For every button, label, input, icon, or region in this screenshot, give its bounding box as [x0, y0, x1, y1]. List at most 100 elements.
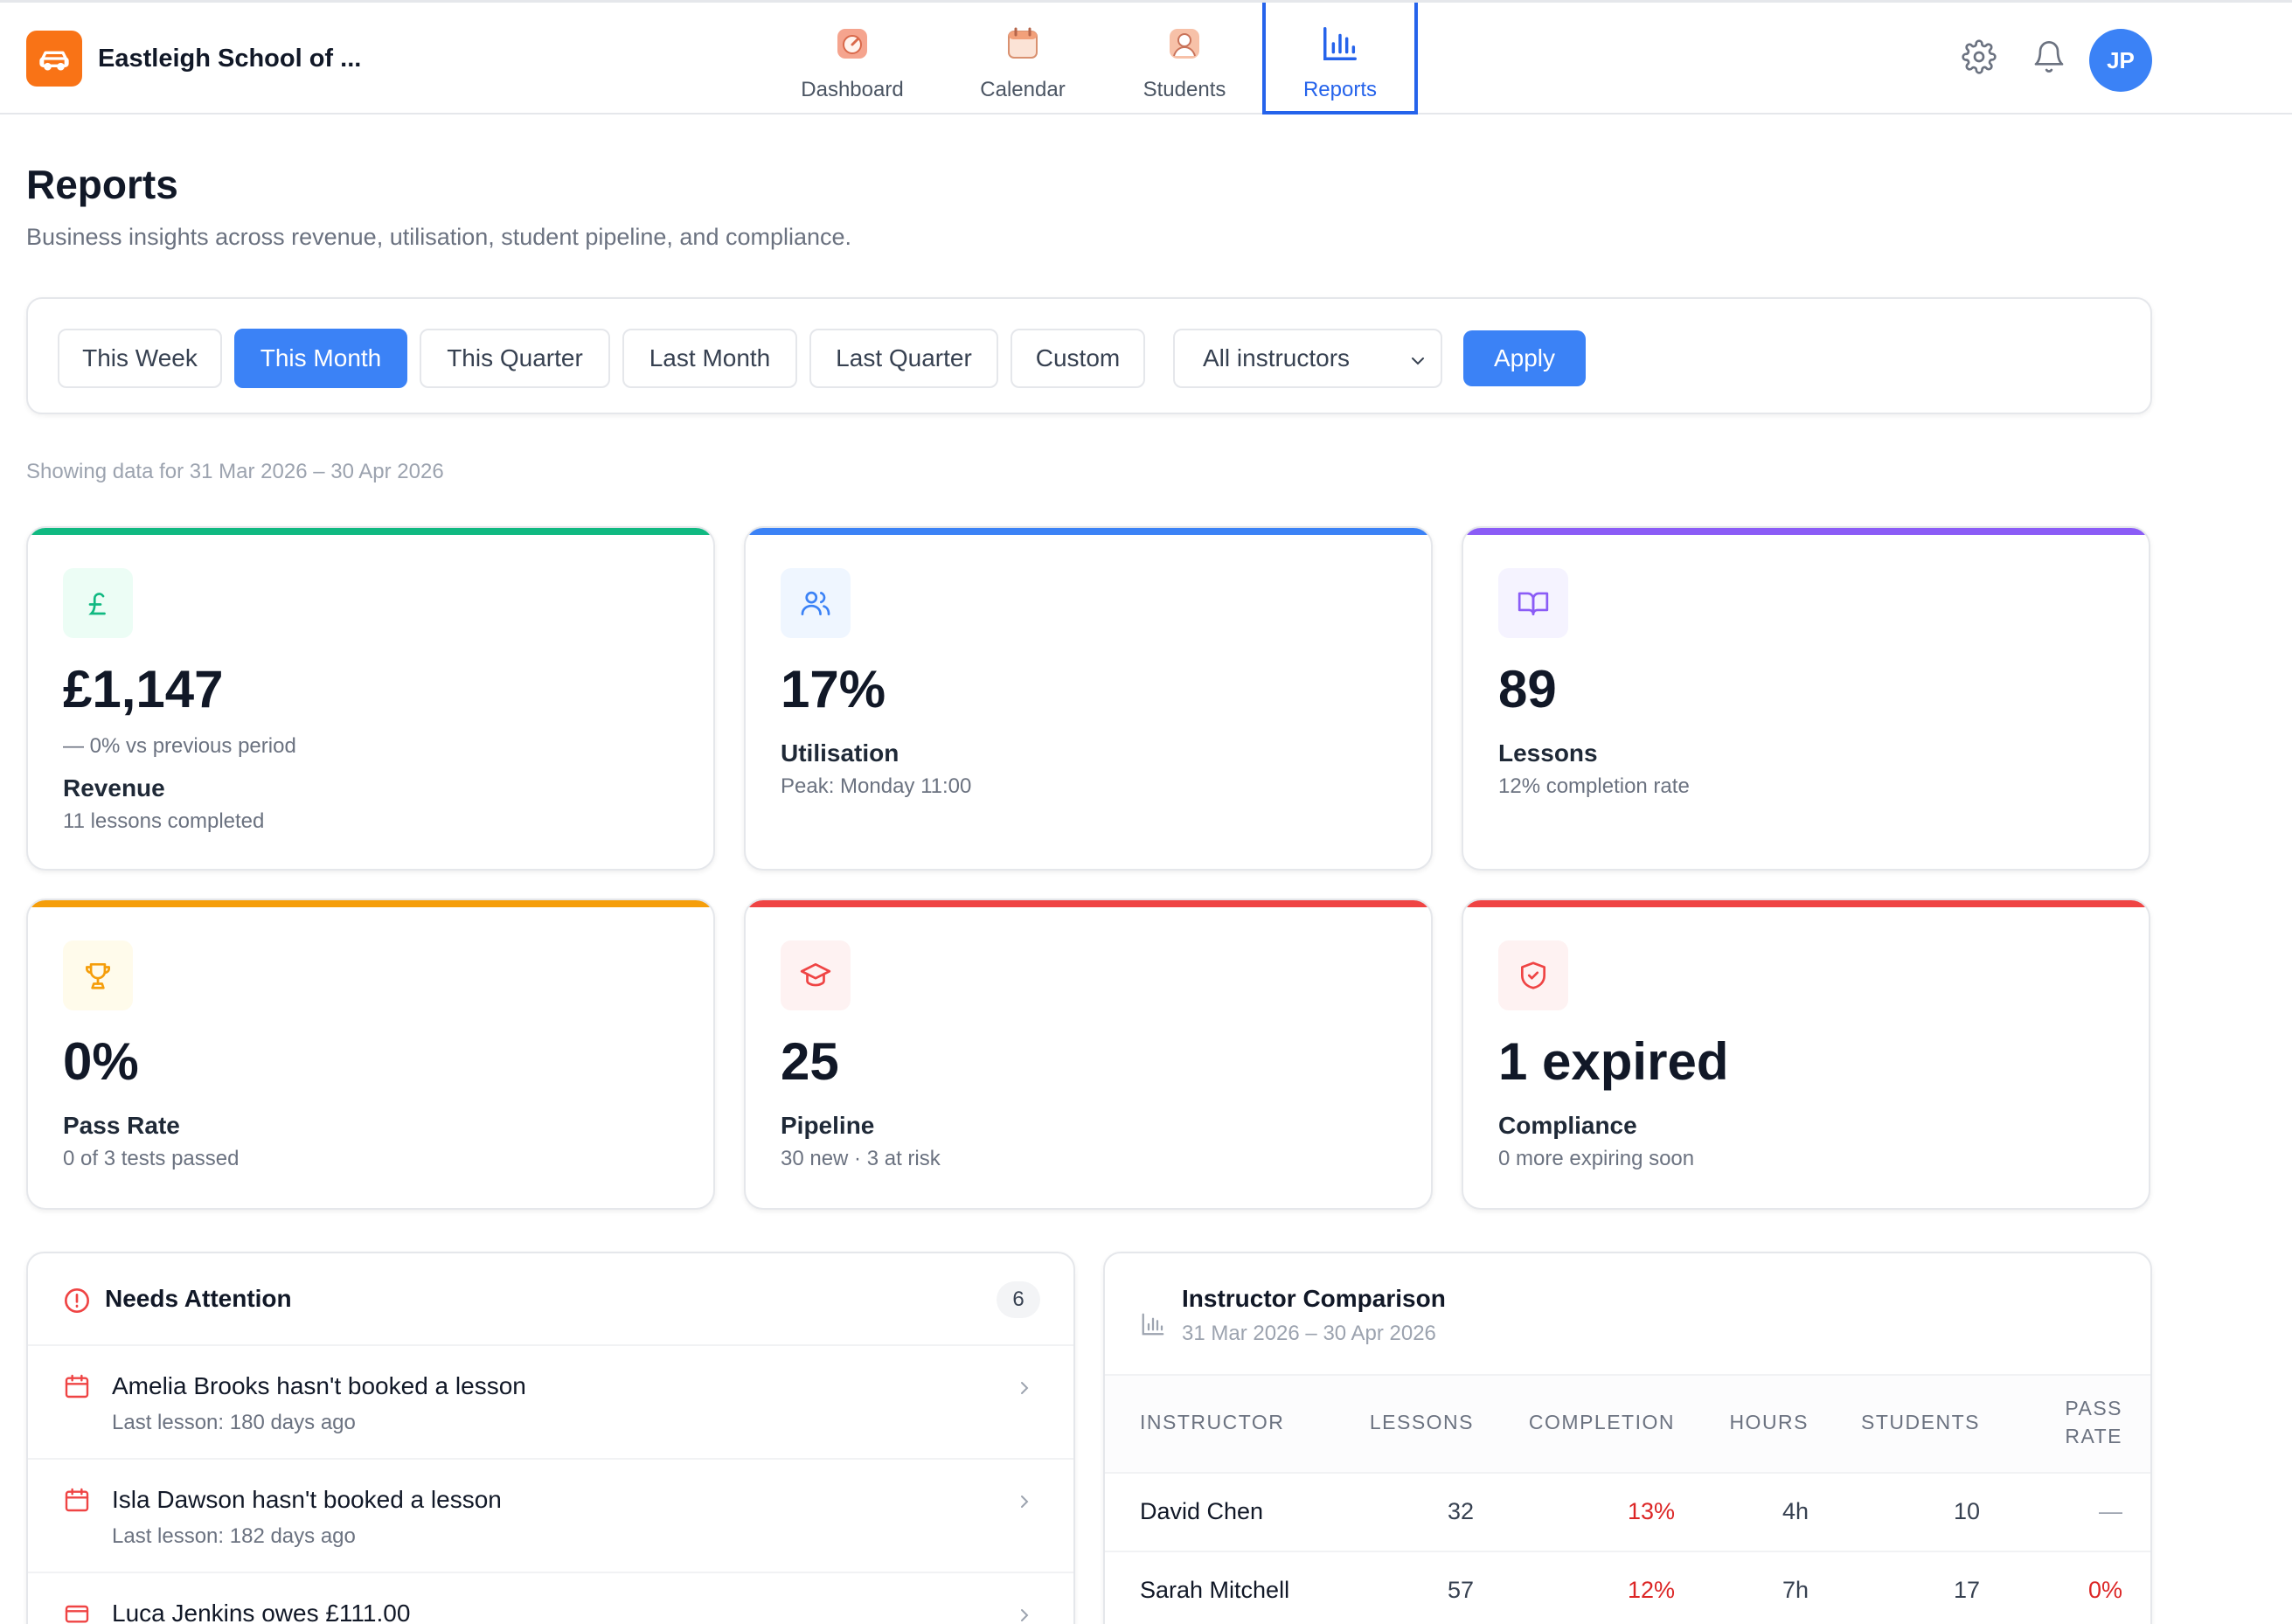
kpi-trend: — 0% vs previous period: [63, 734, 296, 758]
col-hours[interactable]: Hours: [1729, 1411, 1809, 1433]
bar-chart-icon: [1318, 22, 1362, 66]
cell-hours: 4h: [1782, 1498, 1809, 1524]
kpi-label: Pass Rate: [63, 1112, 180, 1139]
shield-check-icon: [1498, 940, 1568, 1010]
kpi-card-revenue[interactable]: £1,147 — 0% vs previous period Revenue 1…: [26, 526, 715, 871]
needs-attention-panel: Needs Attention 6 Amelia Brooks hasn't b…: [26, 1252, 1075, 1624]
card-icon: [63, 1600, 91, 1624]
col-pass[interactable]: Pass: [2065, 1397, 2122, 1419]
kpi-card-lessons[interactable]: 89 Lessons 12% completion rate: [1462, 526, 2150, 871]
kpi-card-pass-rate[interactable]: 0% Pass Rate 0 of 3 tests passed: [26, 899, 715, 1210]
settings-gear-icon[interactable]: [1958, 36, 2000, 78]
attention-count-badge: 6: [997, 1281, 1040, 1318]
chevron-right-icon: [1014, 1378, 1035, 1403]
cell-hours: 7h: [1782, 1577, 1809, 1603]
accent-bar: [746, 900, 1431, 907]
table-row[interactable]: Sarah Mitchell 57 12% 7h 17 0%: [1105, 1552, 2150, 1624]
app-header: Eastleigh School of ... Dashboard: [0, 3, 2292, 115]
kpi-value: 25: [781, 1032, 839, 1091]
kpi-sub: 0 more expiring soon: [1498, 1147, 1695, 1170]
accent-bar: [746, 528, 1431, 535]
nav-students[interactable]: Students: [1123, 3, 1246, 115]
kpi-value: 17%: [781, 660, 886, 718]
panel-date-range: 31 Mar 2026 – 30 Apr 2026: [1182, 1322, 1436, 1345]
kpi-sub: Peak: Monday 11:00: [781, 774, 972, 798]
cell-students: 10: [1953, 1498, 1980, 1524]
col-instructor[interactable]: Instructor: [1140, 1411, 1285, 1433]
page-title: Reports: [26, 162, 178, 207]
col-students[interactable]: Students: [1861, 1411, 1980, 1433]
nav-calendar[interactable]: Calendar: [962, 3, 1084, 115]
book-icon: [1498, 568, 1568, 638]
cell-instructor: David Chen: [1140, 1498, 1264, 1524]
nav-label: Dashboard: [801, 78, 904, 101]
gauge-icon: [830, 22, 874, 66]
apply-button[interactable]: Apply: [1463, 330, 1586, 386]
kpi-label: Lessons: [1498, 739, 1598, 767]
users-icon: [781, 568, 851, 638]
accent-bar: [1463, 528, 2149, 535]
table-header: Instructor Lessons Completion Hours Stud…: [1105, 1374, 2150, 1474]
kpi-sub: 30 new · 3 at risk: [781, 1147, 941, 1170]
period-this-week[interactable]: This Week: [58, 329, 222, 388]
car-logo-icon: [26, 31, 82, 87]
kpi-label: Compliance: [1498, 1112, 1637, 1139]
cell-pass-rate: 0%: [2087, 1577, 2122, 1603]
attention-item-sub: Last lesson: 182 days ago: [112, 1524, 356, 1548]
cell-completion: 13%: [1627, 1498, 1675, 1524]
kpi-card-utilisation[interactable]: 17% Utilisation Peak: Monday 11:00: [744, 526, 1433, 871]
kpi-sub: 11 lessons completed: [63, 809, 265, 833]
notification-bell-icon[interactable]: [2028, 36, 2070, 78]
col-rate[interactable]: Rate: [2065, 1425, 2122, 1447]
attention-item-title: Luca Jenkins owes £111.00: [112, 1600, 411, 1624]
period-last-month[interactable]: Last Month: [622, 329, 797, 388]
period-last-quarter[interactable]: Last Quarter: [809, 329, 998, 388]
kpi-card-pipeline[interactable]: 25 Pipeline 30 new · 3 at risk: [744, 899, 1433, 1210]
nav-label: Calendar: [980, 78, 1066, 101]
page-subtitle: Business insights across revenue, utilis…: [26, 224, 852, 250]
col-lessons[interactable]: Lessons: [1369, 1411, 1474, 1433]
panel-title: Needs Attention: [105, 1285, 292, 1312]
nav-reports[interactable]: Reports: [1262, 3, 1418, 115]
kpi-label: Utilisation: [781, 739, 899, 767]
kpi-card-compliance[interactable]: 1 expired Compliance 0 more expiring soo…: [1462, 899, 2150, 1210]
kpi-value: £1,147: [63, 660, 224, 718]
brand[interactable]: Eastleigh School of ...: [26, 31, 361, 87]
panel-title: Instructor Comparison: [1182, 1285, 1446, 1312]
accent-bar: [28, 528, 713, 535]
cell-lessons: 57: [1447, 1577, 1474, 1603]
attention-item[interactable]: Luca Jenkins owes £111.00: [28, 1573, 1073, 1624]
attention-item-sub: Last lesson: 180 days ago: [112, 1411, 356, 1434]
chevron-down-icon: [1407, 350, 1428, 378]
kpi-value: 0%: [63, 1032, 139, 1091]
attention-item[interactable]: Amelia Brooks hasn't booked a lesson Las…: [28, 1346, 1073, 1460]
instructor-select-value: All instructors: [1203, 344, 1351, 371]
user-avatar[interactable]: JP: [2089, 29, 2152, 92]
school-name: Eastleigh School of ...: [98, 44, 362, 73]
period-this-quarter[interactable]: This Quarter: [420, 329, 610, 388]
chevron-right-icon: [1014, 1605, 1035, 1624]
kpi-label: Pipeline: [781, 1112, 875, 1139]
cell-pass-rate: —: [2099, 1498, 2122, 1524]
panel-header: Needs Attention 6: [28, 1253, 1073, 1346]
kpi-sub: 0 of 3 tests passed: [63, 1147, 240, 1170]
period-this-month[interactable]: This Month: [234, 329, 407, 388]
instructor-comparison-panel: Instructor Comparison 31 Mar 2026 – 30 A…: [1103, 1252, 2152, 1624]
cell-completion: 12%: [1627, 1577, 1675, 1603]
attention-item[interactable]: Isla Dawson hasn't booked a lesson Last …: [28, 1460, 1073, 1573]
pound-icon: [63, 568, 133, 638]
attention-item-title: Isla Dawson hasn't booked a lesson: [112, 1486, 502, 1513]
instructor-select[interactable]: All instructors: [1173, 329, 1442, 388]
trophy-icon: [63, 940, 133, 1010]
col-completion[interactable]: Completion: [1528, 1411, 1675, 1433]
chevron-right-icon: [1014, 1491, 1035, 1516]
bar-chart-icon: [1140, 1311, 1166, 1342]
nav-dashboard[interactable]: Dashboard: [791, 3, 913, 115]
student-icon: [1163, 22, 1206, 66]
table-row[interactable]: David Chen 32 13% 4h 10 —: [1105, 1474, 2150, 1552]
accent-bar: [28, 900, 713, 907]
kpi-value: 89: [1498, 660, 1557, 718]
nav-label: Reports: [1302, 78, 1378, 101]
nav-label: Students: [1143, 78, 1226, 101]
period-custom[interactable]: Custom: [1011, 329, 1145, 388]
